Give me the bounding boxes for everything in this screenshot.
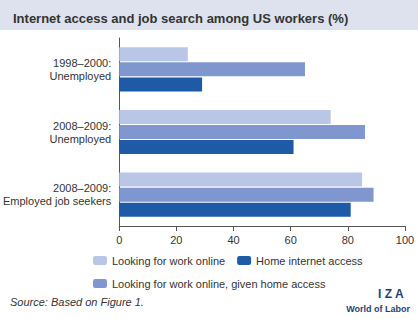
svg-text:80: 80	[342, 234, 354, 246]
svg-text:Unemployed: Unemployed	[49, 133, 111, 145]
svg-text:Looking for work online: Looking for work online	[112, 255, 225, 267]
svg-text:2008–2009:: 2008–2009:	[53, 182, 111, 194]
svg-text:Source: Based on Figure 1.: Source: Based on Figure 1.	[10, 296, 144, 308]
svg-text:World of Labor: World of Labor	[346, 304, 410, 314]
svg-text:40: 40	[227, 234, 239, 246]
svg-text:60: 60	[285, 234, 297, 246]
svg-text:Home internet access: Home internet access	[256, 255, 363, 267]
svg-text:Employed job seekers: Employed job seekers	[3, 195, 112, 207]
svg-text:100: 100	[396, 234, 414, 246]
svg-text:2008–2009:: 2008–2009:	[53, 120, 111, 132]
svg-text:0: 0	[116, 234, 122, 246]
svg-text:1998–2000:: 1998–2000:	[53, 57, 111, 69]
svg-text:20: 20	[170, 234, 182, 246]
svg-text:I Z A: I Z A	[378, 287, 404, 301]
svg-text:Looking for work online, given: Looking for work online, given home acce…	[112, 278, 326, 290]
svg-text:Unemployed: Unemployed	[49, 70, 111, 82]
svg-text:Internet access and job search: Internet access and job search among US …	[13, 11, 348, 26]
